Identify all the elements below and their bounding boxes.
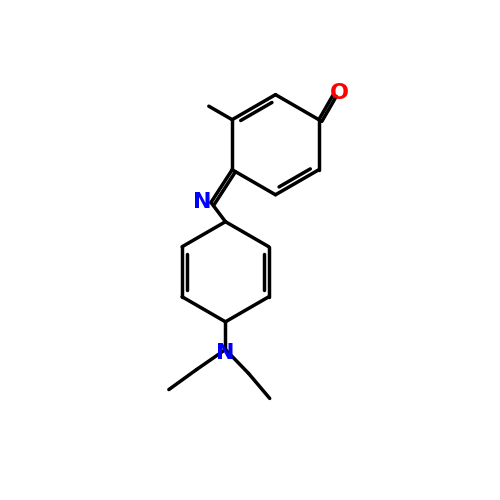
Text: O: O xyxy=(330,82,348,102)
Text: N: N xyxy=(194,192,212,212)
Text: N: N xyxy=(216,342,234,362)
